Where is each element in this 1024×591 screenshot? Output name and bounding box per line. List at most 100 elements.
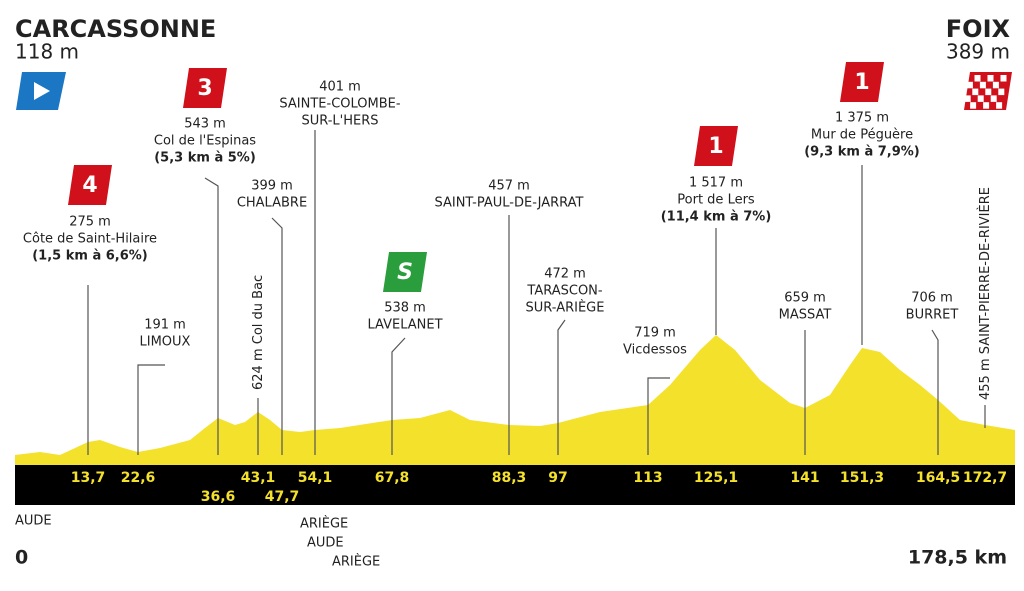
km-label: 113 <box>633 470 662 486</box>
climb-badge <box>694 126 738 166</box>
flag-check <box>990 95 997 102</box>
km-label: 125,1 <box>694 470 738 486</box>
vertical-label: 624 m Col du Bac <box>251 275 266 390</box>
altitude: 455 m <box>978 358 993 400</box>
leader-line <box>137 364 165 455</box>
department: ARIÈGE <box>300 516 348 532</box>
place-name: CHALABRE <box>237 196 307 211</box>
altitude: 399 m <box>251 179 293 194</box>
leader-line <box>391 337 406 455</box>
flag-check <box>972 88 979 96</box>
altitude: 457 m <box>488 179 530 194</box>
department: AUDE <box>15 514 52 529</box>
climb-detail: (11,4 km à 7%) <box>661 210 772 225</box>
place-name: SUR-L'HERS <box>301 114 378 129</box>
km-bar <box>15 465 1015 505</box>
badge-label: 4 <box>82 173 97 198</box>
flag-check <box>996 102 1003 109</box>
flag-check <box>974 75 981 82</box>
vertical-label: 455 m SAINT-PIERRE-DE-RIVIÈRE <box>977 187 993 400</box>
place-name: Côte de Saint-Hilaire <box>23 232 157 247</box>
badge-label: 3 <box>197 76 212 101</box>
climb-badge <box>840 62 884 102</box>
km-label: 54,1 <box>298 470 333 486</box>
place-name: MASSAT <box>779 308 832 323</box>
place-name: TARASCON- <box>526 284 603 299</box>
km-label: 97 <box>548 470 567 486</box>
start-altitude: 118 m <box>15 40 79 64</box>
climb-detail: (1,5 km à 6,6%) <box>32 249 148 264</box>
km-label: 141 <box>790 470 819 486</box>
flag-check <box>987 75 994 82</box>
place-name: SAINTE-COLOMBE- <box>279 97 400 112</box>
altitude: 191 m <box>144 318 186 333</box>
start-name: CARCASSONNE <box>15 15 216 43</box>
km-label: 172,7 <box>963 470 1007 486</box>
flag-check <box>1000 75 1007 82</box>
km-label: 151,3 <box>840 470 884 486</box>
badge-label: 1 <box>708 134 723 159</box>
leader-line <box>557 319 566 455</box>
altitude: 538 m <box>384 301 426 316</box>
km-label: 22,6 <box>121 470 156 486</box>
flag-check <box>964 95 971 102</box>
place-name: SAINT-PIERRE-DE-RIVIÈRE <box>977 187 993 354</box>
place-name: Col du Bac <box>251 275 266 344</box>
leader-line <box>204 177 219 455</box>
altitude: 719 m <box>634 326 676 341</box>
leader-line <box>647 377 670 455</box>
leader-line <box>931 329 939 455</box>
altitude: 401 m <box>319 80 361 95</box>
flag-check <box>979 81 986 89</box>
altitude: 1 375 m <box>835 111 889 126</box>
km-label: 164,5 <box>916 470 960 486</box>
place-name: SAINT-PAUL-DE-JARRAT <box>434 196 583 211</box>
badge-label: S <box>397 260 413 285</box>
flag-check <box>983 102 990 109</box>
place-name: Vicdessos <box>623 343 687 358</box>
distance-end: 178,5 km <box>908 547 1007 569</box>
altitude: 472 m <box>544 267 586 282</box>
department: AUDE <box>307 536 344 551</box>
finish-altitude: 389 m <box>946 40 1010 64</box>
distance-start: 0 <box>15 547 28 569</box>
finish-name: FOIX <box>946 15 1011 43</box>
km-label: 43,1 <box>241 470 276 486</box>
place-name: BURRET <box>906 308 959 323</box>
place-name: LAVELANET <box>367 318 442 333</box>
altitude: 659 m <box>784 291 826 306</box>
place-name: Mur de Péguère <box>811 128 913 143</box>
elevation-profile <box>15 335 1015 465</box>
km-label: 88,3 <box>492 470 527 486</box>
climb-badge <box>183 68 227 108</box>
flag-check <box>970 102 977 109</box>
altitude: 624 m <box>251 348 266 390</box>
place-name: Col de l'Espinas <box>154 134 256 149</box>
place-name: LIMOUX <box>140 335 191 350</box>
km-label: 67,8 <box>375 470 410 486</box>
altitude: 543 m <box>184 117 226 132</box>
flag-check <box>985 88 992 96</box>
altitude: 1 517 m <box>689 176 743 191</box>
climb-detail: (5,3 km à 5%) <box>154 151 256 166</box>
flag-check <box>992 81 999 89</box>
sprint-badge <box>383 252 427 292</box>
flag-check <box>966 81 973 89</box>
altitude: 275 m <box>69 215 111 230</box>
altitude: 706 m <box>911 291 953 306</box>
km-label: 47,7 <box>265 489 300 505</box>
start-arrow <box>34 82 50 100</box>
climb-detail: (9,3 km à 7,9%) <box>804 145 920 160</box>
department: ARIÈGE <box>332 554 380 570</box>
km-label: 36,6 <box>201 489 236 505</box>
flag-check <box>998 88 1005 96</box>
finish-flag <box>964 72 1012 110</box>
climb-badge <box>68 165 112 205</box>
leader-line <box>271 217 283 455</box>
km-label: 13,7 <box>71 470 106 486</box>
badge-label: 1 <box>854 70 869 95</box>
place-name: SUR-ARIÈGE <box>526 300 605 316</box>
flag-check <box>977 95 984 102</box>
